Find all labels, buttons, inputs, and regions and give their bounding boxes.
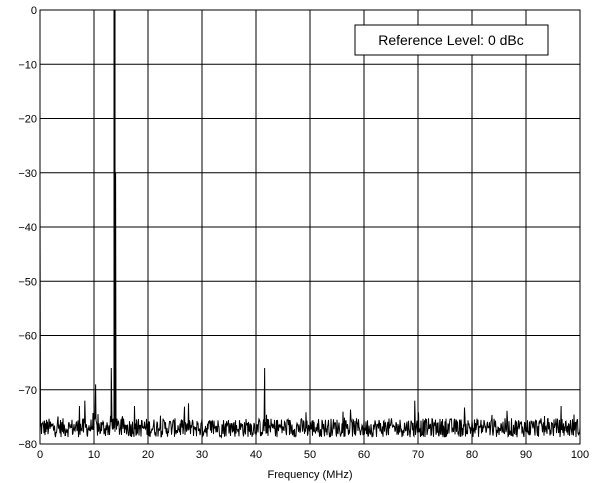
x-tick-label: 0 (37, 449, 43, 461)
y-tick-label: −40 (18, 222, 37, 234)
x-tick-label: 20 (142, 449, 154, 461)
x-axis-label: Frequency (MHz) (268, 469, 353, 481)
x-tick-label: 90 (520, 449, 532, 461)
y-axis: 0 −10 −20 −30 −40 −50 −60 −70 −80 (18, 5, 37, 451)
x-axis: 0 10 20 30 40 50 60 70 80 90 100 (37, 449, 589, 461)
reference-level-text: Reference Level: 0 dBc (378, 32, 524, 48)
x-tick-label: 10 (88, 449, 100, 461)
series-layer (39, 9, 581, 439)
y-tick-label: −30 (18, 168, 37, 180)
x-tick-label: 70 (412, 449, 424, 461)
y-tick-label: −80 (18, 439, 37, 451)
spectrum-trace (39, 9, 581, 439)
y-tick-label: −70 (18, 385, 37, 397)
y-tick-label: −10 (18, 59, 37, 71)
x-tick-label: 80 (466, 449, 478, 461)
reference-level-box: Reference Level: 0 dBc (354, 24, 549, 56)
x-tick-label: 100 (571, 449, 589, 461)
y-tick-label: −60 (18, 331, 37, 343)
plot-frame (39, 9, 581, 445)
y-tick-label: −50 (18, 276, 37, 288)
x-tick-label: 50 (304, 449, 316, 461)
y-tick-label: −20 (18, 114, 37, 126)
x-tick-label: 30 (196, 449, 208, 461)
y-tick-label: 0 (31, 5, 37, 17)
x-tick-label: 40 (250, 449, 262, 461)
x-tick-label: 60 (358, 449, 370, 461)
